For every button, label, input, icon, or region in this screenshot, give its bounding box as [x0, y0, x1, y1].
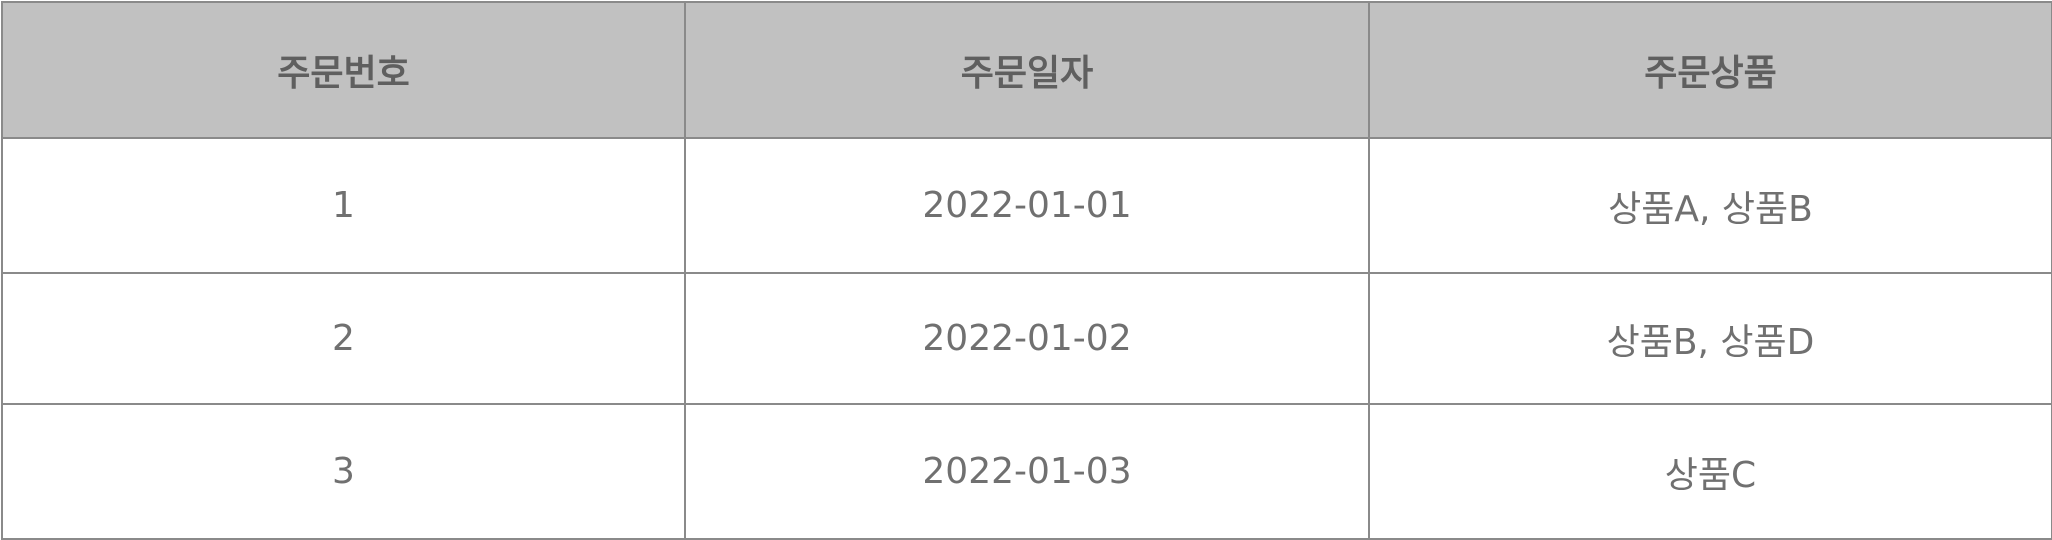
cell-order-products: 상품A, 상품B	[1368, 137, 2052, 274]
table-row: 1 2022-01-01 상품A, 상품B	[1, 137, 2052, 274]
table-row: 2 2022-01-02 상품B, 상품D	[1, 272, 2052, 405]
cell-order-date: 2022-01-01	[684, 137, 1370, 274]
table-body: 1 2022-01-01 상품A, 상품B 2 2022-01-02 상품B, …	[1, 137, 2052, 540]
cell-order-products: 상품C	[1368, 403, 2052, 540]
header-order-number: 주문번호	[1, 1, 686, 139]
table-header: 주문번호 주문일자 주문상품	[1, 1, 2052, 139]
cell-order-date: 2022-01-02	[684, 272, 1370, 405]
header-order-products: 주문상품	[1368, 1, 2052, 139]
header-row: 주문번호 주문일자 주문상품	[1, 1, 2052, 139]
cell-order-products: 상품B, 상품D	[1368, 272, 2052, 405]
table-row: 3 2022-01-03 상품C	[1, 403, 2052, 540]
header-order-date: 주문일자	[684, 1, 1370, 139]
cell-order-date: 2022-01-03	[684, 403, 1370, 540]
cell-order-number: 3	[1, 403, 686, 540]
cell-order-number: 2	[1, 272, 686, 405]
cell-order-number: 1	[1, 137, 686, 274]
